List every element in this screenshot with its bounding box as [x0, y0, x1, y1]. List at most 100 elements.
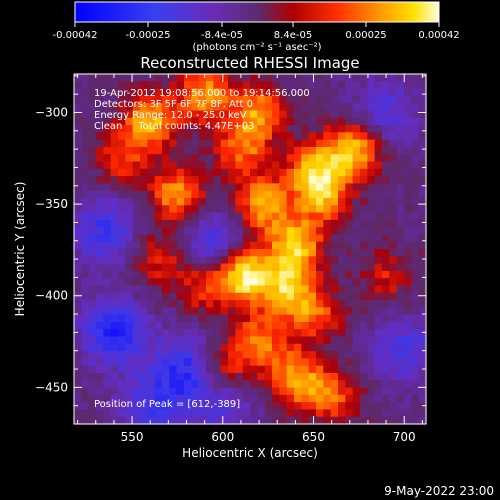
heatmap-cell	[257, 146, 266, 155]
heatmap-cell	[286, 190, 295, 199]
heatmap-cell	[396, 314, 405, 323]
heatmap-cell	[272, 241, 280, 250]
heatmap-cell	[184, 183, 192, 192]
heatmap-cell	[162, 329, 170, 338]
heatmap-cell	[294, 321, 302, 330]
heatmap-cell	[81, 387, 90, 396]
heatmap-cell	[191, 285, 200, 294]
heatmap-cell	[176, 168, 185, 177]
heatmap-cell	[191, 307, 200, 316]
heatmap-cell	[352, 125, 361, 133]
heatmap-cell	[235, 154, 244, 163]
heatmap-cell	[213, 314, 222, 323]
heatmap-cell	[81, 205, 90, 214]
heatmap-cell	[110, 110, 119, 119]
heatmap-cell	[301, 372, 310, 381]
heatmap-cell	[330, 270, 339, 279]
heatmap-cell	[418, 95, 427, 104]
heatmap-cell	[257, 380, 266, 389]
heatmap-cell	[184, 110, 192, 119]
heatmap-cell	[213, 336, 222, 345]
heatmap-cell	[345, 88, 354, 97]
heatmap-cell	[140, 117, 148, 126]
heatmap-cell	[88, 343, 97, 352]
heatmap-cell	[88, 88, 97, 97]
heatmap-cell	[162, 81, 170, 90]
heatmap-cell	[228, 117, 236, 126]
heatmap-cell	[140, 307, 148, 316]
heatmap-cell	[374, 285, 383, 294]
heatmap-cell	[147, 387, 156, 396]
heatmap-cell	[338, 402, 346, 411]
heatmap-cell	[125, 409, 134, 418]
heatmap-cell	[316, 146, 324, 155]
heatmap-cell	[125, 103, 134, 112]
heatmap-cell	[81, 154, 90, 163]
heatmap-cell	[316, 110, 324, 119]
heatmap-cell	[257, 110, 266, 119]
heatmap-cell	[213, 365, 222, 374]
heatmap-cell	[147, 212, 156, 221]
heatmap-cell	[228, 372, 236, 381]
heatmap-cell	[308, 190, 317, 199]
heatmap-cell	[396, 416, 405, 425]
heatmap-cell	[389, 88, 398, 97]
heatmap-cell	[367, 234, 376, 243]
heatmap-cell	[191, 132, 200, 141]
heatmap-cell	[345, 110, 354, 119]
heatmap-cell	[125, 358, 134, 367]
heatmap-cell	[169, 154, 178, 163]
heatmap-cell	[88, 95, 97, 104]
heatmap-cell	[220, 409, 229, 418]
heatmap-cell	[264, 263, 273, 272]
heatmap-cell	[191, 219, 200, 228]
heatmap-cell	[389, 219, 398, 228]
heatmap-cell	[228, 110, 236, 119]
heatmap-cell	[235, 285, 244, 294]
heatmap-cell	[162, 154, 170, 163]
heatmap-cell	[257, 161, 266, 170]
heatmap-cell	[279, 394, 288, 403]
heatmap-cell	[176, 88, 185, 97]
heatmap-cell	[81, 74, 90, 82]
heatmap-cell	[125, 321, 134, 330]
heatmap-cell	[352, 402, 361, 411]
heatmap-cell	[74, 117, 82, 126]
heatmap-cell	[184, 256, 192, 265]
heatmap-cell	[140, 329, 148, 338]
heatmap-cell	[316, 197, 324, 206]
heatmap-cell	[279, 139, 288, 148]
heatmap-cell	[118, 387, 126, 396]
heatmap-cell	[147, 117, 156, 126]
heatmap-cell	[286, 81, 295, 90]
heatmap-cell	[316, 409, 324, 418]
heatmap-cell	[81, 190, 90, 199]
heatmap-cell	[140, 88, 148, 97]
heatmap-cell	[404, 380, 412, 389]
heatmap-cell	[279, 336, 288, 345]
heatmap-cell	[162, 321, 170, 330]
heatmap-cell	[125, 139, 134, 148]
heatmap-cell	[206, 292, 214, 301]
energy-range-text: Energy Range: 12.0 - 25.0 keV	[94, 110, 247, 121]
heatmap-cell	[338, 300, 346, 308]
heatmap-cell	[294, 343, 302, 352]
heatmap-cell	[404, 329, 412, 338]
heatmap-cell	[242, 351, 251, 359]
heatmap-cell	[162, 270, 170, 279]
heatmap-cell	[316, 125, 324, 133]
heatmap-cell	[257, 168, 266, 177]
heatmap-cell	[176, 176, 185, 184]
heatmap-cell	[88, 416, 97, 425]
heatmap-cell	[96, 351, 104, 359]
heatmap-cell	[213, 176, 222, 184]
heatmap-cell	[184, 88, 192, 97]
heatmap-cell	[316, 402, 324, 411]
heatmap-cell	[301, 249, 310, 257]
heatmap-cell	[382, 402, 390, 411]
heatmap-cell	[96, 402, 104, 411]
heatmap-cell	[279, 307, 288, 316]
heatmap-cell	[88, 227, 97, 236]
heatmap-cell	[264, 197, 273, 206]
heatmap-cell	[169, 394, 178, 403]
